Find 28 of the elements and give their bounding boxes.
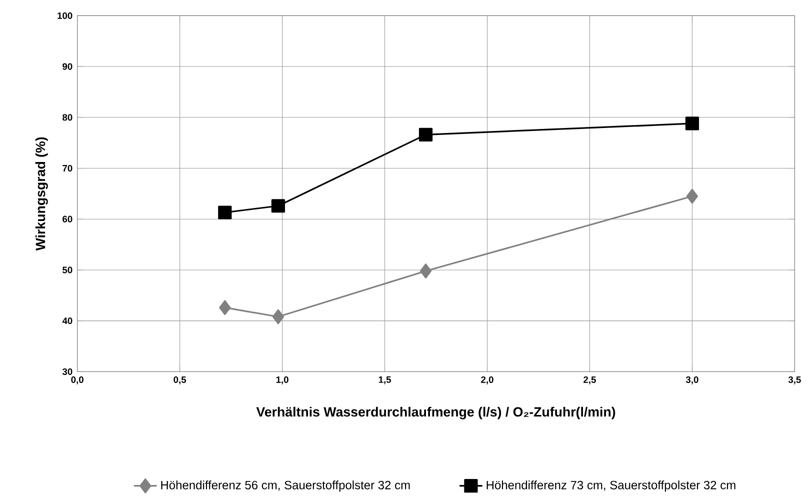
legend-label: Höhendifferenz 73 cm, Sauerstoffpolster 32 cm — [486, 480, 736, 492]
point — [418, 128, 433, 142]
legend-label: Höhendifferenz 56 cm, Sauerstoffpolster 32 cm — [161, 480, 410, 492]
point — [219, 300, 231, 316]
x-tick-label: 1,5 — [378, 376, 391, 384]
x-tick-label: 0,5 — [174, 376, 186, 384]
point — [272, 309, 284, 324]
y-axis-title: Wirkungsgrad (%) — [35, 137, 48, 251]
y-tick-label: 60 — [62, 216, 72, 222]
y-tick-label: 80 — [62, 114, 72, 121]
y-tick-label: 100 — [58, 12, 72, 19]
point — [420, 264, 432, 278]
x-tick-label: 1,0 — [276, 376, 288, 384]
point — [218, 206, 232, 220]
x-tick-label: 3,5 — [788, 376, 801, 384]
x-tick-label: 2,5 — [584, 376, 596, 384]
point — [686, 188, 698, 204]
y-tick-label: 30 — [62, 368, 72, 375]
x-tick-label: 2,0 — [481, 376, 494, 384]
x-tick-label: 3,0 — [686, 376, 698, 384]
x-axis-title: Verhältnis Wasserdurchlaufmenge (l/s) / O₂-Zufuhr(l/min) — [256, 406, 616, 420]
y-tick-label: 90 — [62, 63, 72, 70]
y-tick-label: 50 — [62, 266, 72, 274]
point — [271, 199, 285, 213]
x-tick-label: 0,0 — [71, 376, 84, 384]
y-tick-label: 40 — [62, 318, 72, 324]
y-tick-label: 70 — [62, 164, 72, 172]
point — [685, 116, 699, 130]
